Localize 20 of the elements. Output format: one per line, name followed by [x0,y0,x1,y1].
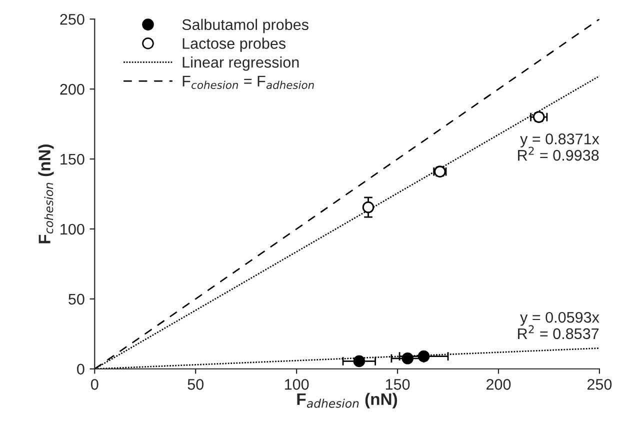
y-tick-label: 50 [68,294,84,305]
legend-label: Salbutamol probes [182,18,308,34]
legend-label: Linear regression [182,56,299,71]
y-tick-label: 150 [60,154,84,165]
y-tick-label: 100 [60,224,84,235]
legend-label: Lactose probes [182,38,286,52]
y-axis-title: F$_{cohesion}$ (nN) [38,144,54,244]
annotation: y = 0.8371x R$^{2}$ = 0.9938 [518,134,600,161]
legend-label: F$_{cohesion}$ = F$_{adhesion}$ [182,76,314,90]
x-tick-label: 250 [587,379,612,390]
y-tick-label: 0 [77,364,84,375]
x-axis-title: F$_{adhesion}$ (nN) [297,392,398,408]
annotation: y = 0.0593x R$^{2}$ = 0.8537 [518,312,600,340]
x-tick-label: 150 [386,379,410,390]
y-tick-label: 250 [60,14,84,25]
y-tick-label: 200 [60,84,84,95]
x-tick-label: 100 [284,379,309,390]
x-tick-label: 50 [188,379,204,390]
x-tick-label: 0 [91,379,98,390]
x-tick-label: 200 [486,379,511,390]
